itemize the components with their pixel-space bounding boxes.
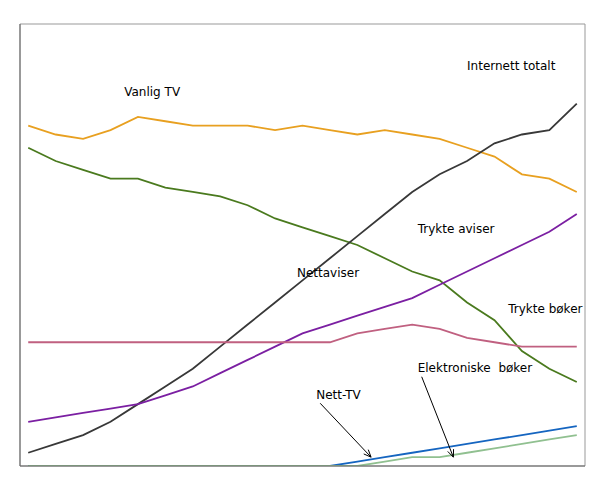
svg-text:Vanlig TV: Vanlig TV [124, 85, 181, 99]
svg-text:Nett-TV: Nett-TV [316, 388, 361, 402]
svg-text:Trykte bøker: Trykte bøker [507, 302, 582, 316]
svg-text:Elektroniske bøker: Elektroniske bøker [418, 361, 533, 375]
svg-text:Internett totalt: Internett totalt [467, 59, 556, 73]
svg-text:Trykte aviser: Trykte aviser [417, 222, 495, 236]
svg-text:Nettaviser: Nettaviser [297, 266, 359, 280]
